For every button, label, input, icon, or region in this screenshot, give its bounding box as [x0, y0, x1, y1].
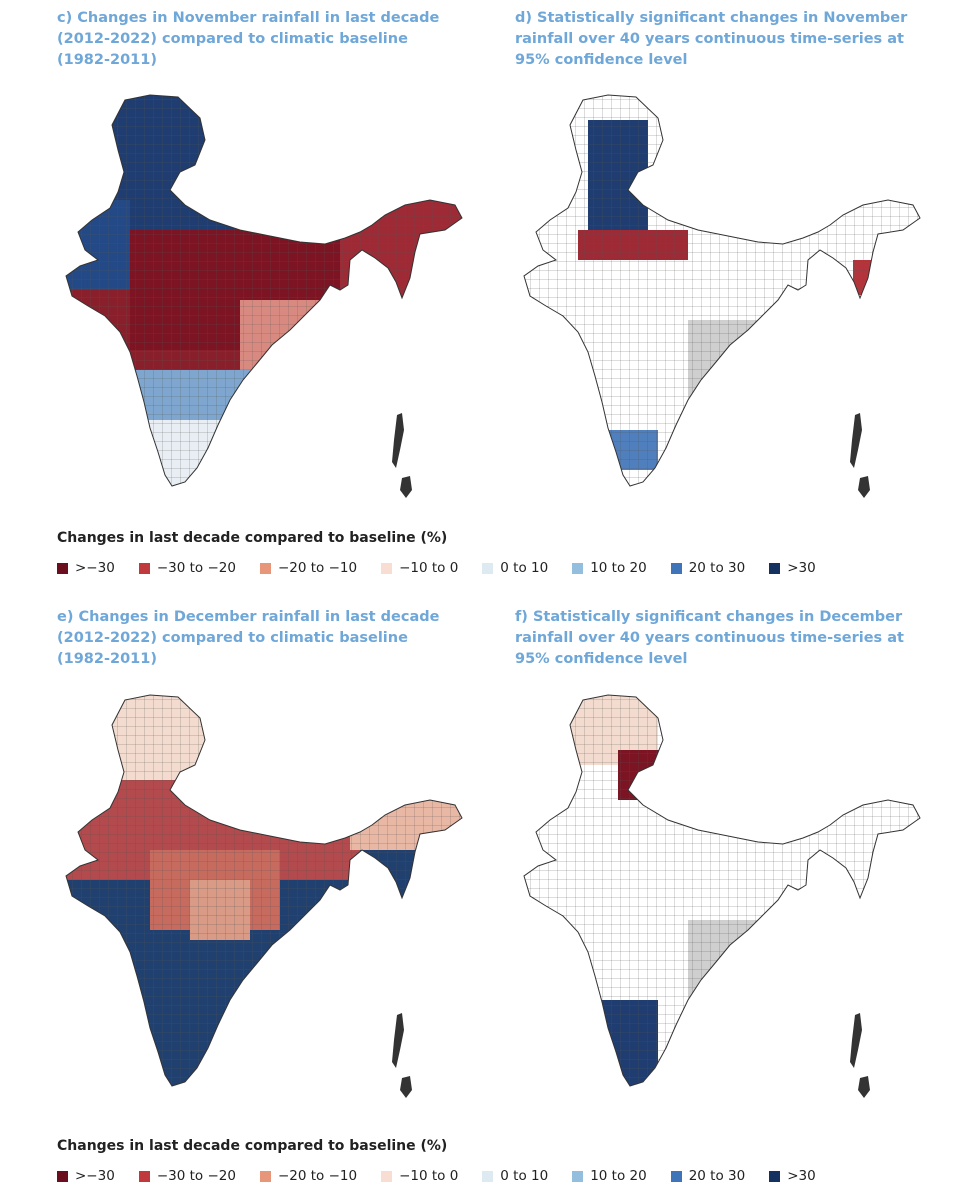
legend-label: >−30 — [75, 1168, 115, 1184]
map-c-november-change — [65, 94, 463, 498]
legend-label: 0 to 10 — [500, 1168, 549, 1184]
legend-label: 0 to 10 — [500, 560, 549, 576]
legend-label: −30 to −20 — [156, 1168, 236, 1184]
legend-label: 20 to 30 — [688, 560, 746, 576]
panel-d-title: d) Statistically significant changes in … — [515, 10, 908, 68]
legend-swatch — [57, 562, 68, 574]
legend-swatch — [259, 1170, 271, 1182]
legend-label: 10 to 20 — [590, 1168, 647, 1184]
legend-item: 20 to 30 — [670, 560, 746, 576]
legend: >−30 −30 to −20 −20 to −10 −10 to 0 0 to… — [57, 560, 840, 576]
legend-swatch — [138, 562, 150, 574]
legend-item: 20 to 30 — [670, 1168, 746, 1184]
map-d-november-significant — [523, 94, 921, 498]
legend-item: −20 to −10 — [259, 560, 358, 576]
legend-swatch — [572, 562, 584, 574]
legend-label: −10 to 0 — [399, 1168, 459, 1184]
legend-title-2: Changes in last decade compared to basel… — [57, 1138, 448, 1154]
legend-swatch — [769, 1170, 781, 1182]
legend-swatch — [482, 1170, 494, 1182]
legend-label: >30 — [787, 560, 816, 576]
legend-item: −20 to −10 — [259, 1168, 358, 1184]
legend-swatch — [57, 1170, 68, 1182]
legend-label: >−30 — [75, 560, 115, 576]
legend-label: >30 — [787, 1168, 816, 1184]
legend-title: Changes in last decade compared to basel… — [57, 530, 448, 546]
legend-swatch — [670, 1170, 682, 1182]
legend-label: −20 to −10 — [277, 560, 358, 576]
legend-item: >−30 — [57, 1168, 115, 1184]
legend-item: −30 to −20 — [138, 560, 236, 576]
legend-item: >30 — [769, 1168, 816, 1184]
panel-e-title: e) Changes in December rainfall in last … — [57, 609, 440, 667]
legend-item: 0 to 10 — [482, 560, 548, 576]
legend-label: 10 to 20 — [590, 560, 647, 576]
legend-swatch — [259, 562, 271, 574]
legend-swatch — [381, 562, 393, 574]
map-f-december-significant — [523, 694, 921, 1098]
legend-item: −30 to −20 — [138, 1168, 236, 1184]
legend-item: >−30 — [57, 560, 115, 576]
legend-item: 10 to 20 — [572, 560, 647, 576]
legend-2: >−30 −30 to −20 −20 to −10 −10 to 0 0 to… — [57, 1168, 840, 1184]
legend-item: −10 to 0 — [381, 1168, 458, 1184]
legend-label: −30 to −20 — [156, 560, 236, 576]
legend-label: 20 to 30 — [688, 1168, 746, 1184]
legend-swatch — [381, 1170, 393, 1182]
legend-swatch — [572, 1170, 584, 1182]
legend-item: −10 to 0 — [381, 560, 458, 576]
legend-item: >30 — [769, 560, 816, 576]
legend-label: −10 to 0 — [399, 560, 459, 576]
legend-swatch — [482, 562, 494, 574]
legend-label: −20 to −10 — [277, 1168, 358, 1184]
legend-swatch — [769, 562, 781, 574]
panel-f-title: f) Statistically significant changes in … — [515, 609, 904, 667]
legend-swatch — [138, 1170, 150, 1182]
legend-item: 0 to 10 — [482, 1168, 548, 1184]
legend-item: 10 to 20 — [572, 1168, 647, 1184]
legend-swatch — [670, 562, 682, 574]
panel-c-title: c) Changes in November rainfall in last … — [57, 10, 440, 68]
map-e-december-change — [65, 694, 463, 1098]
